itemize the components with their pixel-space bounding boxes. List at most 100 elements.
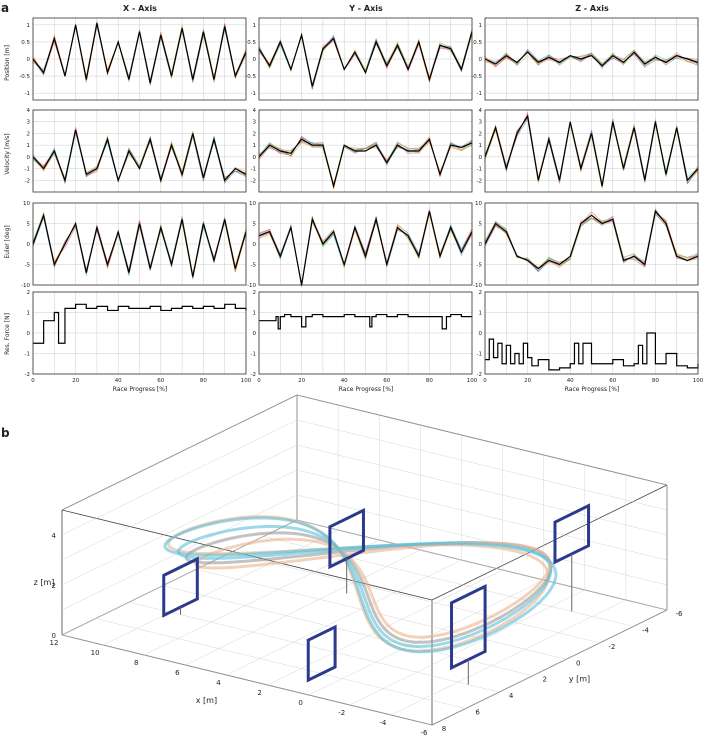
y-tick-label: 1 <box>253 311 257 317</box>
wall-grid <box>61 469 298 586</box>
panel-euler-y: -10 -5 0 5 10 <box>247 201 473 289</box>
y-tick-label: -5 <box>477 263 483 269</box>
y-tick-label: -10 <box>21 283 30 289</box>
panel-velocity-x: -2 -1 0 1 2 3 4 <box>25 108 247 193</box>
axes-frame <box>32 291 247 375</box>
floor-grid <box>103 529 339 646</box>
wall-grid <box>61 419 298 536</box>
y-tick-label: -1 <box>251 167 256 173</box>
trajectory-line <box>163 516 558 654</box>
y-tick-label: 2 <box>27 290 31 296</box>
y-tick-label: 2 <box>542 676 546 684</box>
y-tick-label: 2 <box>479 290 483 296</box>
x-tick-label: 20 <box>524 378 531 384</box>
floor-grid <box>349 589 585 706</box>
y-tick-label: 0.5 <box>21 40 30 46</box>
box-edge <box>431 484 668 601</box>
axes-frame <box>258 291 473 375</box>
y-tick-label: 4 <box>27 108 31 114</box>
x-tick-label: 60 <box>383 378 390 384</box>
wall-grid <box>296 419 668 511</box>
y-tick-label: 0 <box>27 155 31 161</box>
gate <box>553 503 591 565</box>
axes-frame <box>32 202 247 286</box>
panel-position-y: -1 -0.5 0 0.5 1 <box>245 17 473 101</box>
panel-euler-z: -10 -5 0 5 10 <box>473 201 699 289</box>
floor-grid <box>144 539 380 656</box>
wall-grid <box>296 519 668 611</box>
y-tick-label: -0.5 <box>471 74 482 80</box>
floor-grid <box>185 549 421 666</box>
y-tick-label: 6 <box>475 709 480 717</box>
mean-line <box>258 138 473 189</box>
y-tick-label: 1 <box>27 23 31 29</box>
y-tick-label: -1 <box>25 91 30 97</box>
y-tick-label: 4 <box>479 108 483 114</box>
x-tick-label: 60 <box>609 378 616 384</box>
x-tick-label: -2 <box>338 709 345 717</box>
wall-grid <box>296 494 668 586</box>
x-tick-label: 10 <box>91 649 100 657</box>
y-tick-label: 1 <box>479 311 483 317</box>
y-tick-label: 4 <box>253 108 257 114</box>
axes-frame <box>258 202 473 286</box>
z-tick-label: 4 <box>52 532 57 540</box>
y-tick-label: 0 <box>253 57 257 63</box>
y-tick-label: 10 <box>23 201 30 207</box>
x-tick-label: 80 <box>652 378 659 384</box>
mean-line <box>484 114 699 187</box>
x-tick-label: 60 <box>157 378 164 384</box>
y-tick-label: -1 <box>477 91 482 97</box>
y-tick-label: -2 <box>25 178 30 184</box>
y-tick-label: 2 <box>479 131 483 137</box>
column-title-y: Y - Axis <box>348 4 383 13</box>
x-tick-label: 12 <box>50 639 59 647</box>
floor-grid <box>61 634 433 726</box>
x-tick-label: 2 <box>257 689 261 697</box>
mean-line <box>258 211 473 286</box>
axes-frame <box>258 17 473 101</box>
x-axis-label-x: Race Progress [%] <box>113 386 168 393</box>
wall-grid <box>296 394 668 486</box>
mean-line <box>485 332 699 371</box>
y-tick-label: 0 <box>253 155 257 161</box>
panel-velocity-y: -2 -1 0 1 2 3 4 <box>251 108 473 193</box>
x-tick-label: 100 <box>693 378 704 384</box>
y-tick-label: -10 <box>247 283 256 289</box>
y-tick-label: -6 <box>676 610 684 618</box>
column-title-x: X - Axis <box>123 4 157 13</box>
y-tick-label: 5 <box>479 222 483 228</box>
row-label-euler: Euler [deg] <box>4 225 11 258</box>
trajectory-3d-plot: 12 10 8 6 4 2 0 -2 -4 -6 -6 -4 -2 0 2 4 6 8 0 2 4 x [m] y [m] z… <box>34 394 684 737</box>
floor-grid <box>229 552 600 644</box>
y-tick-label: -1 <box>477 167 482 173</box>
y-tick-label: 1 <box>253 23 257 29</box>
panel-label-a: a <box>1 1 9 15</box>
y-tick-label: 0.5 <box>247 40 256 46</box>
x-tick-label: 0 <box>257 378 261 384</box>
y-tick-label: -0.5 <box>19 74 30 80</box>
y-tick-label: -0.5 <box>245 74 256 80</box>
x-tick-label: 40 <box>341 378 348 384</box>
x-tick-label: 4 <box>216 679 221 687</box>
z-tick-label: 2 <box>52 582 56 590</box>
y-tick-label: -2 <box>477 372 482 378</box>
floor-grid <box>390 599 626 716</box>
x-axis-label-y: Race Progress [%] <box>339 386 394 393</box>
y-tick-label: -10 <box>473 283 482 289</box>
x-tick-label: 6 <box>175 669 180 677</box>
y-tick-label: 2 <box>27 131 31 137</box>
axes-frame <box>484 202 699 286</box>
x-tick-label: -4 <box>379 719 387 727</box>
y-tick-label: 10 <box>249 201 256 207</box>
wall-grid <box>296 469 668 561</box>
y-tick-label: 2 <box>253 131 257 137</box>
y-tick-label: 0 <box>27 242 31 248</box>
mean-line <box>484 51 699 67</box>
panel-position-x: -1 -0.5 0 0.5 1 <box>19 17 247 101</box>
axes-frame <box>32 109 247 193</box>
run-line <box>484 50 699 69</box>
panel-label-b: b <box>1 426 10 440</box>
